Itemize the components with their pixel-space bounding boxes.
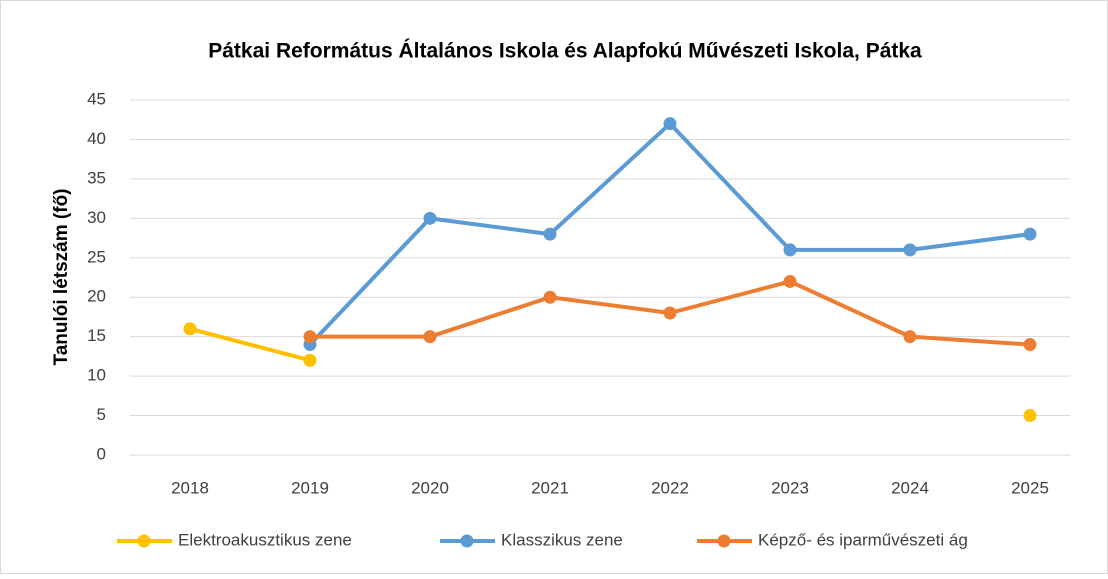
y-axis-label: Tanulói létszám (fő)	[51, 189, 72, 366]
x-tick-label: 2018	[171, 478, 209, 497]
y-tick-label: 15	[87, 326, 106, 345]
x-tick-label: 2024	[891, 478, 929, 497]
data-point	[783, 243, 797, 257]
y-tick-label: 5	[97, 405, 106, 424]
legend-marker	[137, 534, 151, 548]
data-point	[663, 306, 677, 320]
y-tick-label: 20	[87, 287, 106, 306]
legend-label: Képző- és iparművészeti ág	[758, 530, 968, 549]
x-tick-label: 2019	[291, 478, 329, 497]
data-point	[183, 322, 197, 336]
x-tick-label: 2023	[771, 478, 809, 497]
data-point	[1023, 338, 1037, 352]
y-tick-label: 25	[87, 247, 106, 266]
x-tick-label: 2022	[651, 478, 689, 497]
y-tick-label: 0	[97, 444, 106, 463]
y-tick-label: 35	[87, 168, 106, 187]
x-tick-label: 2020	[411, 478, 449, 497]
y-tick-label: 10	[87, 366, 106, 385]
y-tick-label: 45	[87, 89, 106, 108]
legend-marker	[717, 534, 731, 548]
data-point	[423, 211, 437, 225]
x-tick-label: 2021	[531, 478, 569, 497]
data-point	[543, 290, 557, 304]
data-point	[663, 117, 677, 131]
data-point	[903, 243, 917, 257]
data-point	[783, 274, 797, 288]
legend-marker	[460, 534, 474, 548]
chart-title: Pátkai Református Általános Iskola és Al…	[208, 40, 922, 63]
data-point	[1023, 227, 1037, 241]
data-point	[303, 353, 317, 367]
data-point	[423, 330, 437, 344]
data-point	[903, 330, 917, 344]
x-tick-label: 2025	[1011, 478, 1049, 497]
legend-label: Elektroakusztikus zene	[178, 530, 352, 549]
y-tick-label: 30	[87, 208, 106, 227]
data-point	[1023, 409, 1037, 423]
data-point	[543, 227, 557, 241]
data-point	[303, 330, 317, 344]
legend-label: Klasszikus zene	[501, 530, 623, 549]
y-tick-label: 40	[87, 129, 106, 148]
